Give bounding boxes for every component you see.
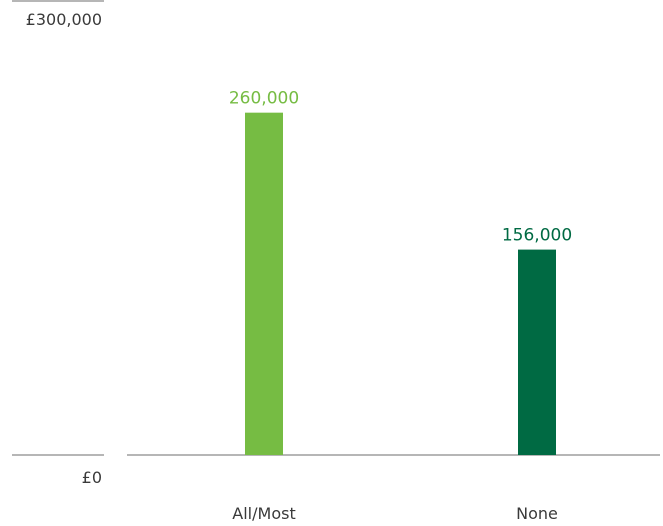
bar-none [518,249,556,455]
category-label: All/Most [232,504,295,523]
bars-group [245,112,556,456]
category-label: None [516,504,558,523]
y-tick-label: £300,000 [26,10,102,29]
bar-all-most [245,112,283,456]
category-labels-group: All/Most None [232,504,558,523]
bar-value-label: 260,000 [229,89,299,109]
data-labels-group: 260,000 156,000 [229,89,572,246]
y-tick-label: £0 [82,468,102,487]
bar-value-label: 156,000 [502,226,572,246]
y-axis: £300,000 £0 [12,0,104,487]
